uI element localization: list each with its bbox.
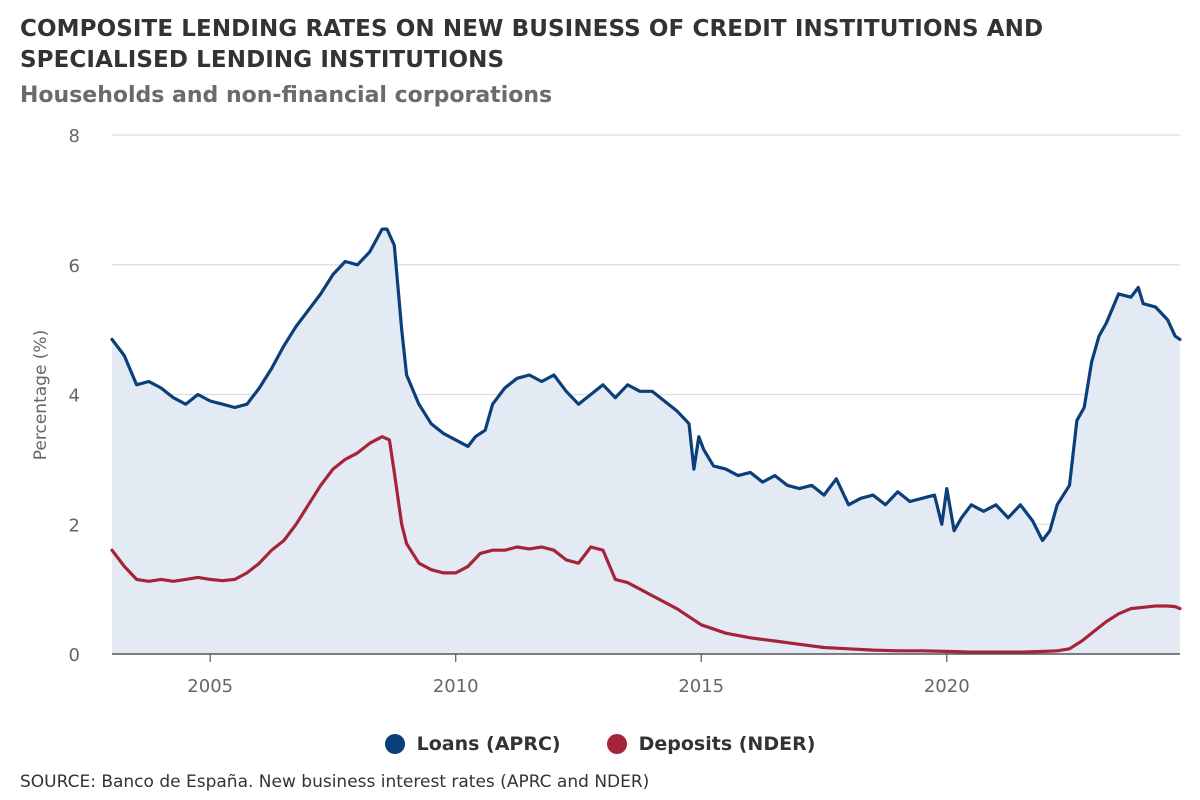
chart-title: COMPOSITE LENDING RATES ON NEW BUSINESS … (20, 16, 1044, 73)
series-line-deposits[interactable] (110, 435, 1182, 654)
series-line-loans[interactable] (110, 227, 1182, 543)
y-tick-label: 6 (69, 256, 80, 277)
y-tick-label: 0 (69, 645, 80, 666)
x-tick-label: 2020 (924, 676, 970, 697)
area-loans (112, 229, 1180, 654)
x-tick-label: 2010 (433, 676, 479, 697)
x-tick-label: 2015 (678, 676, 724, 697)
legend-item-loans[interactable]: Loans (APRC) (384, 733, 561, 755)
legend-label-deposits: Deposits (NDER) (638, 733, 816, 755)
y-tick-label: 4 (69, 386, 80, 407)
y-axis-label: Percentage (%) (31, 330, 51, 460)
y-tick-label: 2 (69, 515, 80, 536)
x-tick-label: 2005 (187, 676, 233, 697)
line-chart: 0 2 4 6 8 2005 2010 2015 2020 Percentage (%) (31, 126, 1182, 697)
legend: Loans (APRC) Deposits (NDER) (0, 733, 1200, 755)
source-note: SOURCE: Banco de España. New business in… (20, 772, 650, 792)
chart-subtitle: Households and non-financial corporation… (20, 83, 553, 108)
loans-marker-icon (384, 734, 405, 754)
legend-item-deposits[interactable]: Deposits (NDER) (606, 733, 816, 755)
y-tick-label: 8 (69, 126, 80, 147)
deposits-marker-icon (606, 734, 627, 754)
legend-label-loans: Loans (APRC) (416, 733, 561, 755)
